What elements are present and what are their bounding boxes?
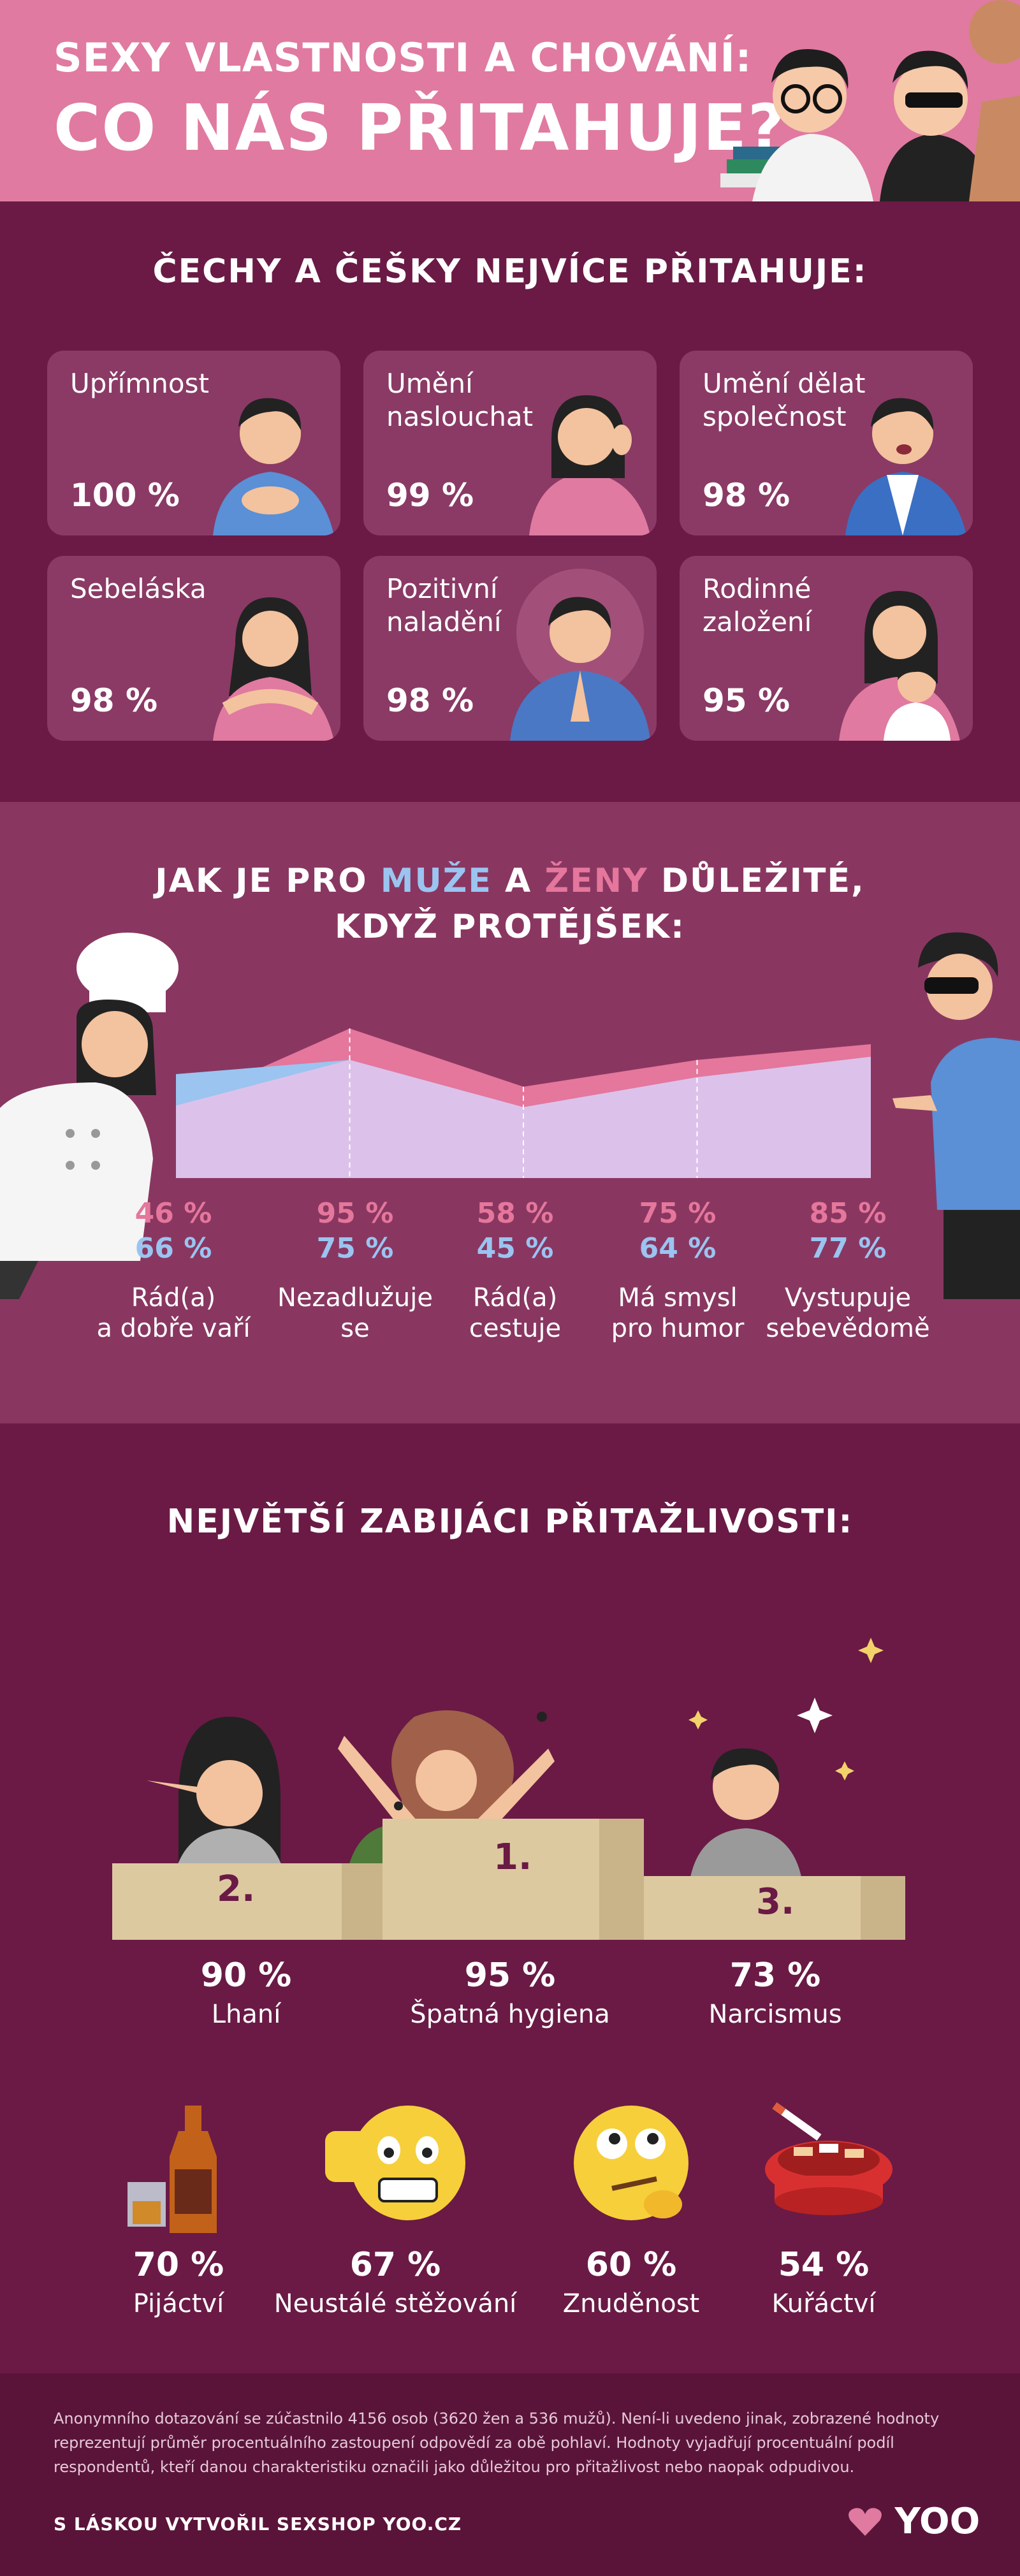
podium-icon bbox=[112, 1819, 905, 1940]
trait-card: Umění naslouchat 99 % bbox=[363, 351, 657, 535]
whiskey-bottle-icon bbox=[127, 2106, 217, 2233]
stat-label: Neustálé stěžování bbox=[273, 2289, 517, 2318]
killer-stat: 67 % Neustálé stěžování bbox=[268, 2246, 523, 2318]
stat-label: Pijáctví bbox=[133, 2289, 224, 2318]
category-column: 75 % 64 % Má smysl pro humor bbox=[595, 1197, 761, 1344]
stat-label: Lhaní bbox=[211, 2000, 281, 2029]
women-value-label: 46 % bbox=[135, 1197, 212, 1230]
stat-percent: 60 % bbox=[585, 2246, 677, 2284]
category-column: 58 % 45 % Rád(a) cestuje bbox=[432, 1197, 598, 1344]
category-label: Má smysl pro humor bbox=[611, 1283, 745, 1343]
podium-stat: 90 % Lhaní bbox=[119, 1956, 374, 2029]
trait-label: Umění naslouchat bbox=[386, 368, 534, 432]
heading-women: ŽENY bbox=[544, 862, 648, 900]
heading-part: A bbox=[492, 862, 545, 900]
category-label: Rád(a) a dobře vaří bbox=[96, 1283, 251, 1343]
category-column: 46 % 66 % Rád(a) a dobře vaří bbox=[91, 1197, 256, 1344]
ashtray-cigarettes-icon bbox=[765, 2102, 892, 2215]
men-value-label: 75 % bbox=[316, 1232, 394, 1265]
footer: Anonymního dotazování se zúčastnilo 4156… bbox=[0, 2373, 1020, 2576]
category-label: Vystupuje sebevědomě bbox=[766, 1283, 930, 1343]
section3-heading: NEJVĚTŠÍ ZABIJÁCI PŘITAŽLIVOSTI: bbox=[166, 1503, 854, 1541]
yoo-logo: YOO bbox=[848, 2501, 980, 2542]
man-talking-icon bbox=[845, 398, 966, 535]
men-value-label: 45 % bbox=[476, 1232, 554, 1265]
section1-heading: ČECHY A ČEŠKY NEJVÍCE PŘITAHUJE: bbox=[152, 252, 868, 291]
stat-percent: 67 % bbox=[349, 2246, 441, 2284]
stat-label: Kuřáctví bbox=[771, 2289, 876, 2318]
trait-percent: 99 % bbox=[386, 477, 474, 514]
trait-label: Pozitivní naladění bbox=[386, 573, 502, 637]
header-men-illustration-icon bbox=[720, 0, 1020, 201]
heading-part: JAK JE PRO bbox=[155, 862, 381, 900]
title-line-1: SEXY VLASTNOSTI A CHOVÁNÍ: bbox=[54, 34, 752, 81]
survey-note: Anonymního dotazování se zúčastnilo 4156… bbox=[54, 2410, 940, 2476]
section-men-women-comparison: JAK JE PRO MUŽE A ŽENY DŮLEŽITÉ, KDYŽ PR… bbox=[0, 802, 1020, 1423]
trait-card: Pozitivní naladění 98 % bbox=[363, 556, 657, 741]
title-line-2: CO NÁS PŘITAHUJE? bbox=[54, 91, 786, 165]
stat-percent: 54 % bbox=[778, 2246, 870, 2284]
heading-men: MUŽE bbox=[380, 862, 492, 900]
stat-percent: 90 % bbox=[200, 1956, 292, 1995]
women-value-label: 58 % bbox=[476, 1197, 554, 1230]
trait-card: Sebeláska 98 % bbox=[47, 556, 340, 741]
woman-listening-icon bbox=[529, 395, 650, 535]
logo-text: YOO bbox=[894, 2501, 980, 2542]
women-value-label: 85 % bbox=[809, 1197, 887, 1230]
trait-percent: 98 % bbox=[70, 682, 158, 719]
stat-percent: 70 % bbox=[133, 2246, 224, 2284]
podium-rank: 2. bbox=[217, 1868, 256, 1910]
killer-stat: 54 % Kuřáctví bbox=[696, 2246, 951, 2318]
angry-thumbs-down-emoji-icon bbox=[325, 2106, 465, 2220]
header-banner: SEXY VLASTNOSTI A CHOVÁNÍ: CO NÁS PŘITAH… bbox=[0, 0, 1020, 201]
women-value-label: 75 % bbox=[639, 1197, 717, 1230]
section-attraction-killers: NEJVĚTŠÍ ZABIJÁCI PŘITAŽLIVOSTI: 2. bbox=[0, 1423, 1020, 2373]
chef-woman-icon bbox=[0, 933, 178, 1299]
trait-card: Rodinné založení 95 % bbox=[680, 556, 973, 741]
stat-label: Narcismus bbox=[708, 2000, 842, 2029]
trait-percent: 95 % bbox=[703, 682, 790, 719]
category-column: 85 % 77 % Vystupuje sebevědomě bbox=[765, 1197, 931, 1344]
trait-card: Upřímnost 100 % bbox=[47, 351, 340, 535]
trait-label: Rodinné založení bbox=[703, 573, 812, 637]
women-value-label: 95 % bbox=[316, 1197, 394, 1230]
podium-rank: 3. bbox=[756, 1881, 795, 1923]
stat-percent: 95 % bbox=[464, 1956, 556, 1995]
pointing-man-icon bbox=[892, 932, 1020, 1299]
trait-label: Umění dělat společnost bbox=[703, 368, 866, 432]
section-most-attractive: ČECHY A ČEŠKY NEJVÍCE PŘITAHUJE: Upřímno… bbox=[0, 201, 1020, 802]
stat-percent: 73 % bbox=[729, 1956, 821, 1995]
mother-child-icon bbox=[839, 591, 960, 741]
category-label: Rád(a) cestuje bbox=[469, 1283, 562, 1343]
stat-label: Špatná hygiena bbox=[410, 2000, 610, 2029]
heart-icon bbox=[849, 2508, 882, 2536]
killer-stat: 60 % Znuděnost bbox=[504, 2246, 759, 2318]
stat-label: Znuděnost bbox=[562, 2289, 700, 2318]
trait-percent: 100 % bbox=[70, 477, 180, 514]
men-value-label: 64 % bbox=[639, 1232, 717, 1265]
men-value-label: 77 % bbox=[809, 1232, 887, 1265]
trait-card: Umění dělat společnost 98 % bbox=[680, 351, 973, 535]
trait-label: Sebeláska bbox=[70, 573, 207, 604]
podium-rank: 1. bbox=[493, 1837, 532, 1878]
woman-self-hug-icon bbox=[213, 597, 334, 741]
section2-heading: JAK JE PRO MUŽE A ŽENY DŮLEŽITÉ, KDYŽ PR… bbox=[0, 858, 1020, 950]
trait-label: Upřímnost bbox=[70, 368, 209, 399]
man-meditating-icon bbox=[510, 569, 650, 741]
category-label: Nezadlužuje se bbox=[277, 1283, 433, 1343]
category-column: 95 % 75 % Nezadlužuje se bbox=[272, 1197, 438, 1344]
bored-emoji-icon bbox=[574, 2106, 688, 2220]
area-chart bbox=[176, 1028, 871, 1178]
podium-stat: 73 % Narcismus bbox=[648, 1956, 903, 2029]
heading-line-2: KDYŽ PROTĚJŠEK: bbox=[335, 908, 685, 946]
killer-stat: 70 % Pijáctví bbox=[51, 2246, 306, 2318]
man-hands-on-heart-icon bbox=[213, 398, 334, 535]
trait-percent: 98 % bbox=[386, 682, 474, 719]
credit-text: S LÁSKOU VYTVOŘIL SEXSHOP YOO.CZ bbox=[54, 2514, 462, 2535]
trait-percent: 98 % bbox=[703, 477, 790, 514]
podium-stat: 95 % Špatná hygiena bbox=[382, 1956, 638, 2029]
men-value-label: 66 % bbox=[135, 1232, 212, 1265]
heading-part: DŮLEŽITÉ, bbox=[648, 862, 865, 900]
